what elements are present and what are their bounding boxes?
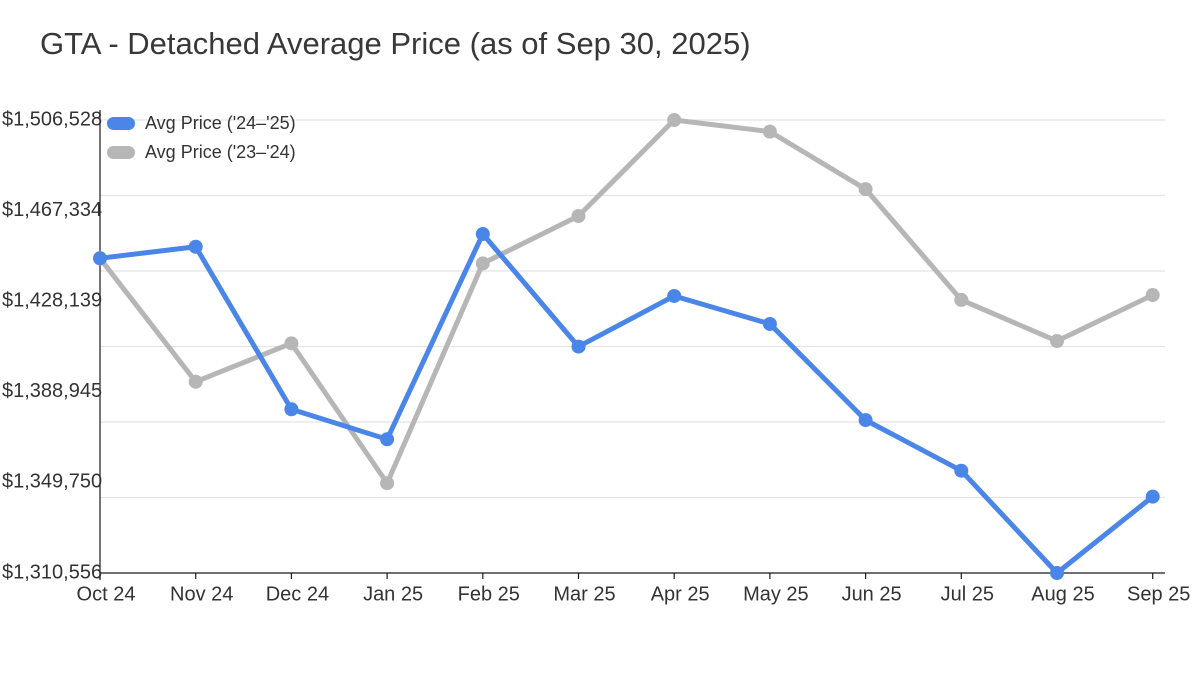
data-point-23-24-jan-25	[380, 476, 395, 491]
y-tick-label: $1,428,139	[2, 289, 102, 311]
x-tick-label: Jun 25	[842, 583, 902, 605]
data-point-24-25-dec-24	[284, 402, 299, 417]
data-point-24-25-jun-25	[858, 413, 873, 428]
data-point-23-24-may-25	[762, 124, 777, 139]
x-tick-label: Apr 25	[651, 583, 710, 605]
data-point-23-24-dec-24	[284, 336, 299, 351]
data-point-24-25-sep-25	[1145, 489, 1160, 504]
legend-item-23-24: Avg Price ('23–'24)	[107, 138, 296, 167]
x-tick-label: Jan 25	[363, 583, 423, 605]
legend-swatch-24-25-icon	[107, 117, 135, 130]
x-tick-label: Oct 24	[77, 583, 136, 605]
y-tick-label: $1,506,528	[2, 108, 102, 130]
data-point-23-24-sep-25	[1145, 288, 1160, 303]
x-tick-label: Dec 24	[266, 583, 329, 605]
data-point-23-24-aug-25	[1050, 334, 1064, 349]
x-tick-label: Sep 25	[1127, 583, 1190, 605]
data-point-23-24-jul-25	[954, 292, 969, 307]
x-tick-label: Mar 25	[553, 583, 615, 605]
legend: Avg Price ('24–'25) Avg Price ('23–'24)	[107, 109, 296, 167]
data-point-24-25-mar-25	[571, 339, 586, 354]
data-point-23-24-apr-25	[667, 113, 682, 127]
legend-label-23-24: Avg Price ('23–'24)	[145, 142, 296, 162]
x-tick-label: Nov 24	[170, 583, 233, 605]
data-point-23-24-jun-25	[858, 182, 873, 197]
x-tick-label: Aug 25	[1031, 583, 1094, 605]
data-point-24-25-oct-24	[93, 251, 107, 266]
data-point-24-25-may-25	[762, 316, 777, 331]
data-point-24-25-nov-24	[188, 239, 203, 254]
data-point-24-25-jan-25	[380, 432, 395, 447]
y-tick-label: $1,310,556	[2, 561, 102, 583]
data-point-23-24-mar-25	[571, 208, 586, 223]
x-tick-label: Jul 25	[941, 583, 994, 605]
legend-item-24-25: Avg Price ('24–'25)	[107, 109, 296, 138]
x-tick-label: May 25	[743, 583, 809, 605]
series-line-23-24	[97, 117, 1156, 486]
legend-swatch-23-24-icon	[107, 146, 135, 159]
chart-title: GTA - Detached Average Price (as of Sep …	[40, 26, 751, 61]
data-point-23-24-nov-24	[188, 374, 203, 389]
y-tick-label: $1,349,750	[2, 471, 102, 493]
series-line-24-25	[97, 231, 1156, 576]
data-point-24-25-feb-25	[475, 227, 490, 242]
data-point-24-25-jul-25	[954, 463, 969, 478]
legend-label-24-25: Avg Price ('24–'25)	[145, 113, 296, 133]
data-point-24-25-apr-25	[667, 288, 682, 303]
x-tick-label: Feb 25	[458, 583, 520, 605]
data-point-24-25-aug-25	[1050, 566, 1064, 580]
y-tick-label: $1,388,945	[2, 380, 102, 402]
y-tick-label: $1,467,334	[2, 199, 102, 221]
data-point-23-24-feb-25	[475, 256, 490, 271]
